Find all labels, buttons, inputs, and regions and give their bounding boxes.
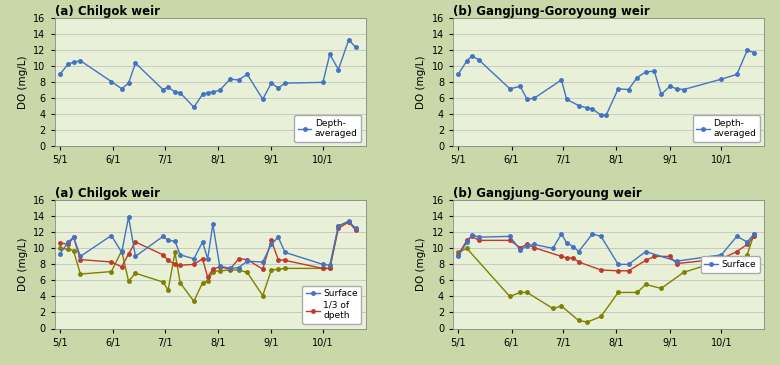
Text: (a) Chilgok weir: (a) Chilgok weir — [55, 5, 160, 18]
Legend: Surface: Surface — [701, 256, 760, 273]
Text: (b) Gangjung-Goroyoung weir: (b) Gangjung-Goroyoung weir — [453, 5, 650, 18]
Legend: Surface, 1/3 of
dpeth: Surface, 1/3 of dpeth — [303, 286, 361, 324]
Text: (a) Chilgok weir: (a) Chilgok weir — [55, 187, 160, 200]
Legend: Depth-
averaged: Depth- averaged — [693, 115, 760, 142]
Y-axis label: DO (mg/L): DO (mg/L) — [18, 55, 27, 109]
Y-axis label: DO (mg/L): DO (mg/L) — [416, 238, 426, 291]
Legend: Depth-
averaged: Depth- averaged — [294, 115, 361, 142]
Text: (b) Gangjung-Goryoung weir: (b) Gangjung-Goryoung weir — [453, 187, 642, 200]
Y-axis label: DO (mg/L): DO (mg/L) — [416, 55, 426, 109]
Y-axis label: DO (mg/L): DO (mg/L) — [18, 238, 27, 291]
